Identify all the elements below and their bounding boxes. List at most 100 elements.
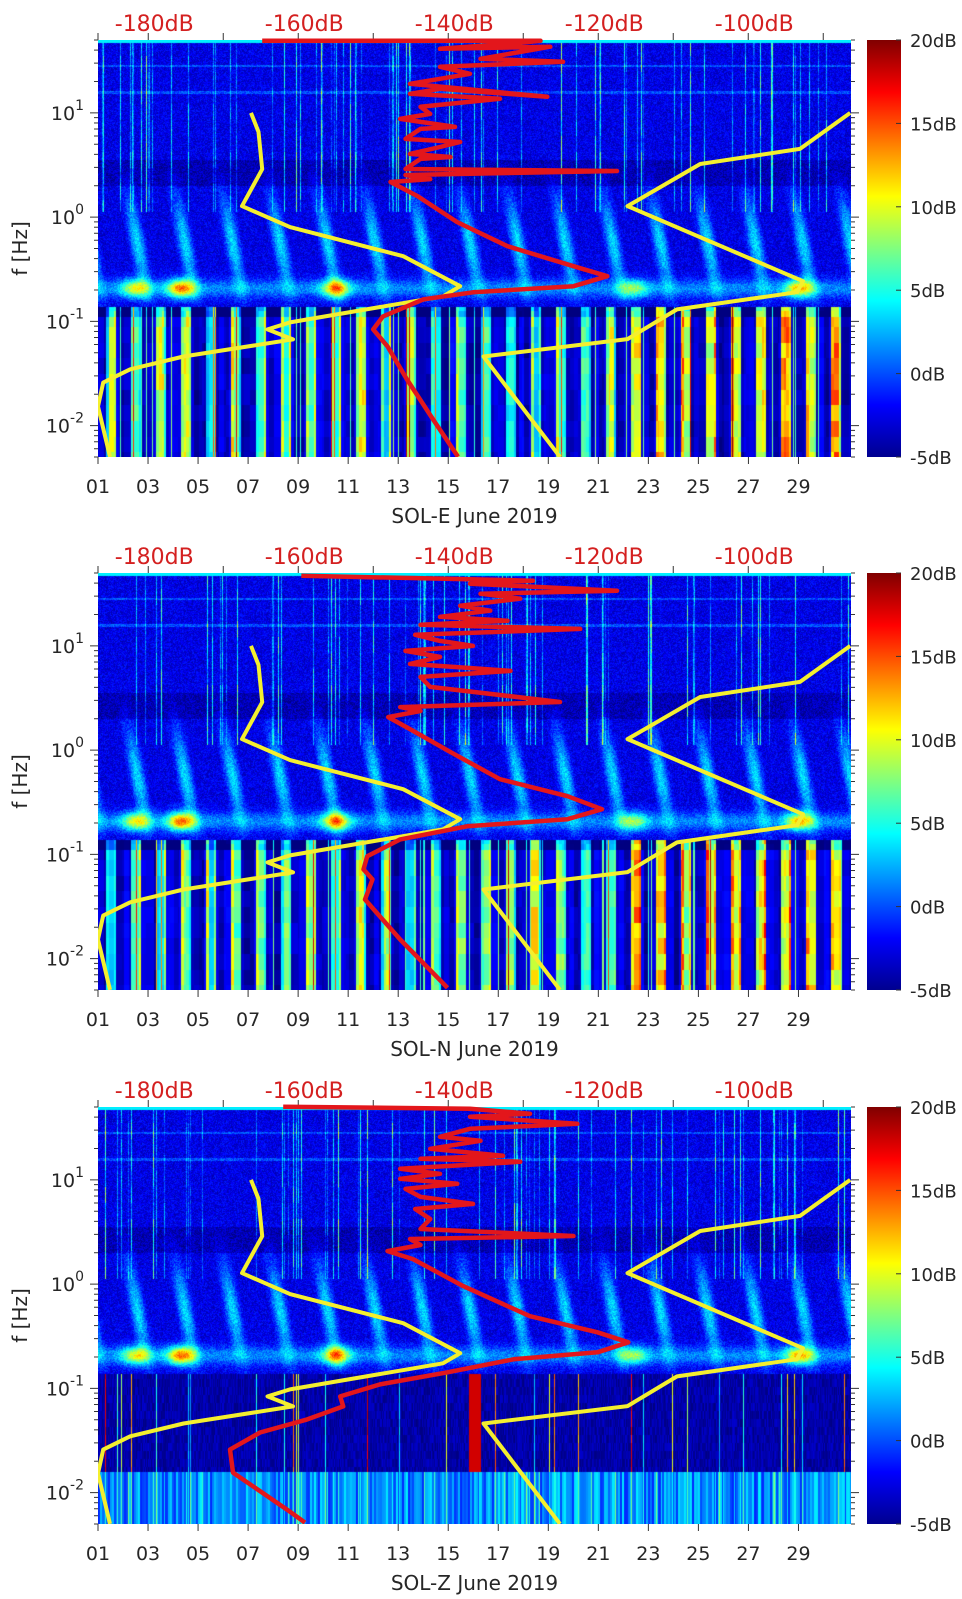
colorbar-label: 5dB [910, 281, 945, 302]
x-tick-label: 15 [436, 476, 460, 498]
x-tick-label: 23 [636, 1543, 660, 1565]
colorbar-label: -5dB [910, 448, 952, 469]
y-tick-exponent: 1 [75, 631, 84, 647]
top-axis-db-label: -180dB [115, 545, 194, 570]
x-tick-label: 09 [286, 1543, 310, 1565]
x-tick-label: 05 [186, 1009, 210, 1031]
x-tick-label: 05 [186, 476, 210, 498]
x-tick-label: 29 [786, 1543, 810, 1565]
x-tick-label: 05 [186, 1543, 210, 1565]
x-tick-label: 13 [386, 1543, 410, 1565]
x-tick-label: 29 [786, 476, 810, 498]
y-tick-exponent: -2 [70, 411, 84, 427]
top-axis-db-label: -120dB [565, 545, 644, 570]
station-psd-curve [301, 573, 620, 990]
y-tick-exponent: -1 [70, 1373, 84, 1389]
colorbar-label: 15dB [910, 647, 957, 668]
low-noise-model-curve [98, 112, 463, 457]
x-tick-label: 07 [236, 1009, 260, 1031]
y-tick-exponent: 0 [75, 735, 84, 751]
station-psd-curve [262, 38, 620, 457]
high-noise-model-curve [481, 111, 851, 457]
colorbar-label: -5dB [910, 981, 952, 1002]
x-tick-label: 11 [336, 1543, 360, 1565]
top-axis-db-label: -120dB [565, 1079, 644, 1104]
y-tick-base: 10 [51, 207, 75, 229]
low-noise-model-curve [98, 1179, 463, 1524]
y-tick-exponent: 0 [75, 202, 84, 218]
y-tick-label: 10-1 [46, 306, 84, 333]
y-tick-label: 101 [51, 631, 84, 658]
x-tick-label: 21 [586, 1009, 610, 1031]
y-axis-label: f [Hz] [8, 221, 32, 276]
colorbar-label: 20dB [910, 1098, 957, 1119]
x-tick-label: 27 [736, 1009, 760, 1031]
x-tick-label: 01 [86, 476, 110, 498]
y-tick-exponent: -1 [70, 306, 84, 322]
top-axis-db-label: -140dB [415, 545, 494, 570]
colorbar-label: 15dB [910, 114, 957, 135]
y-tick-base: 10 [51, 636, 75, 658]
top-axis-db-label: -140dB [415, 1079, 494, 1104]
colorbar-label: 20dB [910, 31, 957, 52]
colorbar-label: -5dB [910, 1515, 952, 1536]
top-axis-db-label: -160dB [265, 1079, 344, 1104]
colorbar-label: 0dB [910, 1432, 945, 1453]
y-tick-base: 10 [46, 311, 70, 333]
colorbar-label: 10dB [910, 731, 957, 752]
y-axis-label: f [Hz] [8, 1288, 32, 1343]
low-noise-model-curve [98, 645, 463, 990]
y-tick-base: 10 [46, 1483, 70, 1505]
y-tick-base: 10 [46, 416, 70, 438]
y-tick-exponent: -1 [70, 839, 84, 855]
colorbar-label: 20dB [910, 564, 957, 585]
colorbar-label: 15dB [910, 1181, 957, 1202]
x-tick-label: 07 [236, 476, 260, 498]
y-axis-label: f [Hz] [8, 754, 32, 809]
top-axis-db-label: -120dB [565, 12, 644, 37]
x-tick-label: 03 [136, 476, 160, 498]
y-tick-label: 10-2 [46, 411, 84, 438]
x-tick-label: 19 [536, 1009, 560, 1031]
y-tick-label: 10-1 [46, 839, 84, 866]
x-tick-label: 21 [586, 476, 610, 498]
x-tick-label: 01 [86, 1009, 110, 1031]
x-tick-label: 17 [486, 476, 510, 498]
colorbar-label: 5dB [910, 814, 945, 835]
top-axis-db-label: -100dB [715, 545, 794, 570]
y-tick-base: 10 [46, 949, 70, 971]
x-tick-label: 17 [486, 1009, 510, 1031]
y-tick-base: 10 [51, 1274, 75, 1296]
top-axis-db-label: -140dB [415, 12, 494, 37]
colorbar [867, 40, 901, 457]
top-axis-db-label: -100dB [715, 12, 794, 37]
x-tick-label: 23 [636, 1009, 660, 1031]
y-tick-exponent: 1 [75, 1165, 84, 1181]
y-tick-label: 100 [51, 202, 84, 229]
colorbar-label: 10dB [910, 198, 957, 219]
y-tick-exponent: -2 [70, 1478, 84, 1494]
y-tick-label: 100 [51, 735, 84, 762]
x-tick-label: 15 [436, 1543, 460, 1565]
x-tick-label: 07 [236, 1543, 260, 1565]
colorbar-label: 0dB [910, 898, 945, 919]
y-tick-label: 101 [51, 1165, 84, 1192]
x-tick-label: 01 [86, 1543, 110, 1565]
x-tick-label: 25 [686, 476, 710, 498]
x-tick-label: 27 [736, 476, 760, 498]
y-tick-label: 10-2 [46, 1478, 84, 1505]
x-tick-label: 11 [336, 1009, 360, 1031]
x-axis-label: SOL-E June 2019 [391, 504, 557, 528]
x-tick-label: 03 [136, 1543, 160, 1565]
x-axis-label: SOL-Z June 2019 [391, 1571, 558, 1595]
y-tick-label: 100 [51, 1269, 84, 1296]
high-noise-model-curve [481, 1178, 851, 1524]
x-tick-label: 03 [136, 1009, 160, 1031]
station-psd-curve [227, 1104, 631, 1524]
top-axis-db-label: -160dB [265, 545, 344, 570]
colorbar-label: 0dB [910, 365, 945, 386]
y-tick-base: 10 [51, 103, 75, 125]
